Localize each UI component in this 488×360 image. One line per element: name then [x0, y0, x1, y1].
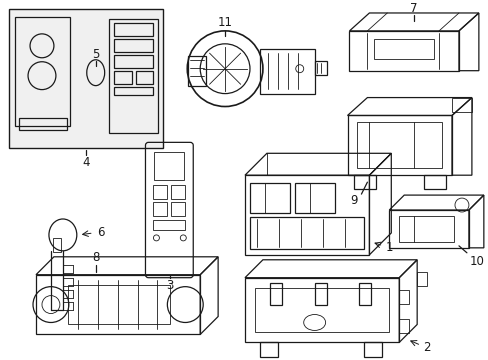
- Bar: [113, 87, 153, 95]
- Bar: [354, 175, 376, 189]
- Bar: [68, 285, 170, 324]
- Bar: [9, 9, 163, 148]
- Bar: [113, 55, 153, 68]
- Text: 6: 6: [97, 226, 104, 239]
- Bar: [113, 71, 131, 84]
- Bar: [423, 175, 445, 189]
- Bar: [244, 175, 368, 255]
- Bar: [398, 216, 453, 242]
- Bar: [364, 342, 382, 357]
- Bar: [416, 272, 426, 286]
- Text: 11: 11: [217, 17, 232, 30]
- Text: 8: 8: [92, 251, 99, 264]
- Bar: [374, 39, 433, 59]
- Bar: [347, 116, 451, 175]
- Bar: [53, 238, 61, 252]
- Bar: [153, 202, 167, 216]
- Bar: [254, 288, 388, 332]
- Text: 5: 5: [92, 48, 99, 61]
- Bar: [260, 342, 277, 357]
- Bar: [398, 319, 408, 333]
- Bar: [19, 118, 67, 130]
- Bar: [314, 283, 326, 305]
- Bar: [188, 56, 206, 86]
- Text: 10: 10: [468, 255, 483, 268]
- Bar: [388, 210, 468, 248]
- Text: 4: 4: [82, 156, 89, 169]
- Bar: [357, 122, 441, 168]
- Bar: [359, 283, 370, 305]
- Bar: [249, 183, 289, 213]
- Bar: [249, 217, 364, 249]
- Bar: [314, 61, 326, 75]
- Text: 3: 3: [166, 279, 174, 292]
- Bar: [113, 23, 153, 36]
- Bar: [260, 49, 314, 94]
- Bar: [153, 220, 185, 230]
- Bar: [349, 31, 458, 71]
- Text: 7: 7: [409, 3, 417, 15]
- Bar: [154, 152, 184, 180]
- Bar: [171, 202, 185, 216]
- Bar: [171, 185, 185, 199]
- Bar: [398, 290, 408, 303]
- Bar: [15, 17, 70, 126]
- Bar: [113, 39, 153, 52]
- Text: 9: 9: [350, 194, 358, 207]
- Bar: [269, 283, 281, 305]
- Bar: [244, 278, 398, 342]
- Bar: [36, 275, 200, 334]
- Bar: [451, 98, 471, 112]
- Text: 1: 1: [385, 241, 392, 255]
- Bar: [294, 183, 334, 213]
- Bar: [135, 71, 153, 84]
- Bar: [153, 185, 167, 199]
- Bar: [108, 19, 158, 134]
- Text: 2: 2: [423, 341, 430, 354]
